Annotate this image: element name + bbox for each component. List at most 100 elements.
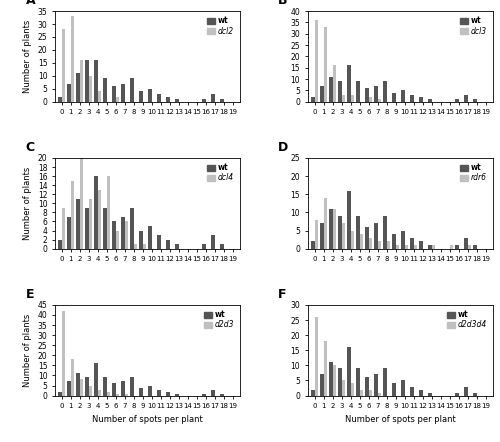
Bar bbox=[410, 386, 414, 396]
Bar bbox=[320, 86, 324, 102]
Bar bbox=[94, 60, 98, 102]
Bar bbox=[383, 81, 386, 102]
Bar bbox=[107, 176, 110, 249]
Bar bbox=[157, 94, 161, 102]
Bar bbox=[329, 77, 332, 102]
Bar bbox=[383, 368, 386, 396]
Bar bbox=[157, 235, 161, 249]
Bar bbox=[211, 94, 215, 102]
Bar bbox=[112, 86, 116, 102]
Bar bbox=[311, 241, 314, 249]
Bar bbox=[139, 231, 143, 249]
Bar bbox=[401, 381, 404, 396]
X-axis label: Number of spots per plant: Number of spots per plant bbox=[92, 415, 202, 424]
Y-axis label: Number of plants: Number of plants bbox=[23, 20, 32, 93]
Bar bbox=[85, 60, 89, 102]
Bar bbox=[58, 96, 62, 102]
Bar bbox=[473, 392, 476, 396]
Bar bbox=[71, 181, 74, 249]
Bar bbox=[392, 93, 396, 102]
Bar bbox=[329, 362, 332, 396]
Bar bbox=[314, 317, 318, 396]
Bar bbox=[347, 65, 350, 102]
Bar bbox=[419, 389, 422, 396]
Bar bbox=[202, 99, 206, 102]
Bar bbox=[58, 392, 62, 396]
Bar bbox=[428, 392, 432, 396]
Bar bbox=[378, 392, 382, 396]
Bar bbox=[414, 245, 418, 249]
Bar bbox=[62, 311, 66, 396]
Bar bbox=[125, 221, 128, 249]
Bar bbox=[89, 199, 92, 249]
Bar bbox=[401, 231, 404, 249]
Bar bbox=[220, 393, 224, 396]
Bar bbox=[468, 245, 471, 249]
Bar bbox=[350, 384, 354, 396]
Bar bbox=[360, 234, 364, 249]
Text: B: B bbox=[278, 0, 288, 8]
Bar bbox=[332, 209, 336, 249]
Bar bbox=[396, 245, 400, 249]
Bar bbox=[428, 99, 432, 102]
Bar bbox=[365, 88, 368, 102]
Bar bbox=[419, 241, 422, 249]
Bar bbox=[378, 99, 382, 102]
Bar bbox=[94, 176, 98, 249]
Bar bbox=[139, 91, 143, 102]
Bar bbox=[383, 216, 386, 249]
Bar bbox=[320, 223, 324, 249]
Bar bbox=[121, 84, 125, 102]
Bar bbox=[80, 380, 84, 396]
Bar bbox=[356, 81, 360, 102]
Bar bbox=[332, 65, 336, 102]
Bar bbox=[464, 95, 468, 102]
Bar bbox=[166, 240, 170, 249]
Bar bbox=[211, 389, 215, 396]
Bar bbox=[392, 234, 396, 249]
Bar bbox=[324, 198, 328, 249]
Bar bbox=[220, 99, 224, 102]
Bar bbox=[116, 96, 119, 102]
Legend: wt, dcl2: wt, dcl2 bbox=[206, 15, 236, 37]
Bar bbox=[464, 238, 468, 249]
Bar bbox=[107, 392, 110, 396]
Bar bbox=[157, 389, 161, 396]
Bar bbox=[166, 96, 170, 102]
Bar bbox=[148, 385, 152, 396]
Bar bbox=[311, 97, 314, 102]
Bar bbox=[220, 244, 224, 249]
Bar bbox=[98, 91, 102, 102]
Bar bbox=[347, 347, 350, 396]
Text: D: D bbox=[278, 141, 288, 154]
Bar bbox=[419, 97, 422, 102]
Bar bbox=[98, 190, 102, 249]
Bar bbox=[338, 368, 342, 396]
Bar bbox=[432, 245, 436, 249]
Bar bbox=[103, 208, 107, 249]
Bar bbox=[166, 392, 170, 396]
Bar bbox=[85, 208, 89, 249]
Legend: wt, dcl4: wt, dcl4 bbox=[206, 162, 236, 184]
Bar bbox=[121, 381, 125, 396]
Bar bbox=[202, 244, 206, 249]
Bar bbox=[368, 389, 372, 396]
Y-axis label: Number of plants: Number of plants bbox=[23, 167, 32, 240]
Bar bbox=[374, 86, 378, 102]
Bar bbox=[455, 392, 458, 396]
Bar bbox=[356, 368, 360, 396]
Bar bbox=[356, 216, 360, 249]
Bar bbox=[71, 16, 74, 102]
Bar bbox=[332, 366, 336, 396]
Legend: wt, rdr6: wt, rdr6 bbox=[459, 162, 488, 184]
Bar bbox=[143, 244, 146, 249]
Bar bbox=[58, 240, 62, 249]
Bar bbox=[314, 220, 318, 249]
Bar bbox=[342, 381, 345, 396]
Bar bbox=[320, 374, 324, 396]
Bar bbox=[464, 386, 468, 396]
Bar bbox=[410, 95, 414, 102]
Bar bbox=[67, 84, 71, 102]
Legend: wt, d2d3: wt, d2d3 bbox=[202, 309, 236, 331]
Bar bbox=[455, 99, 458, 102]
